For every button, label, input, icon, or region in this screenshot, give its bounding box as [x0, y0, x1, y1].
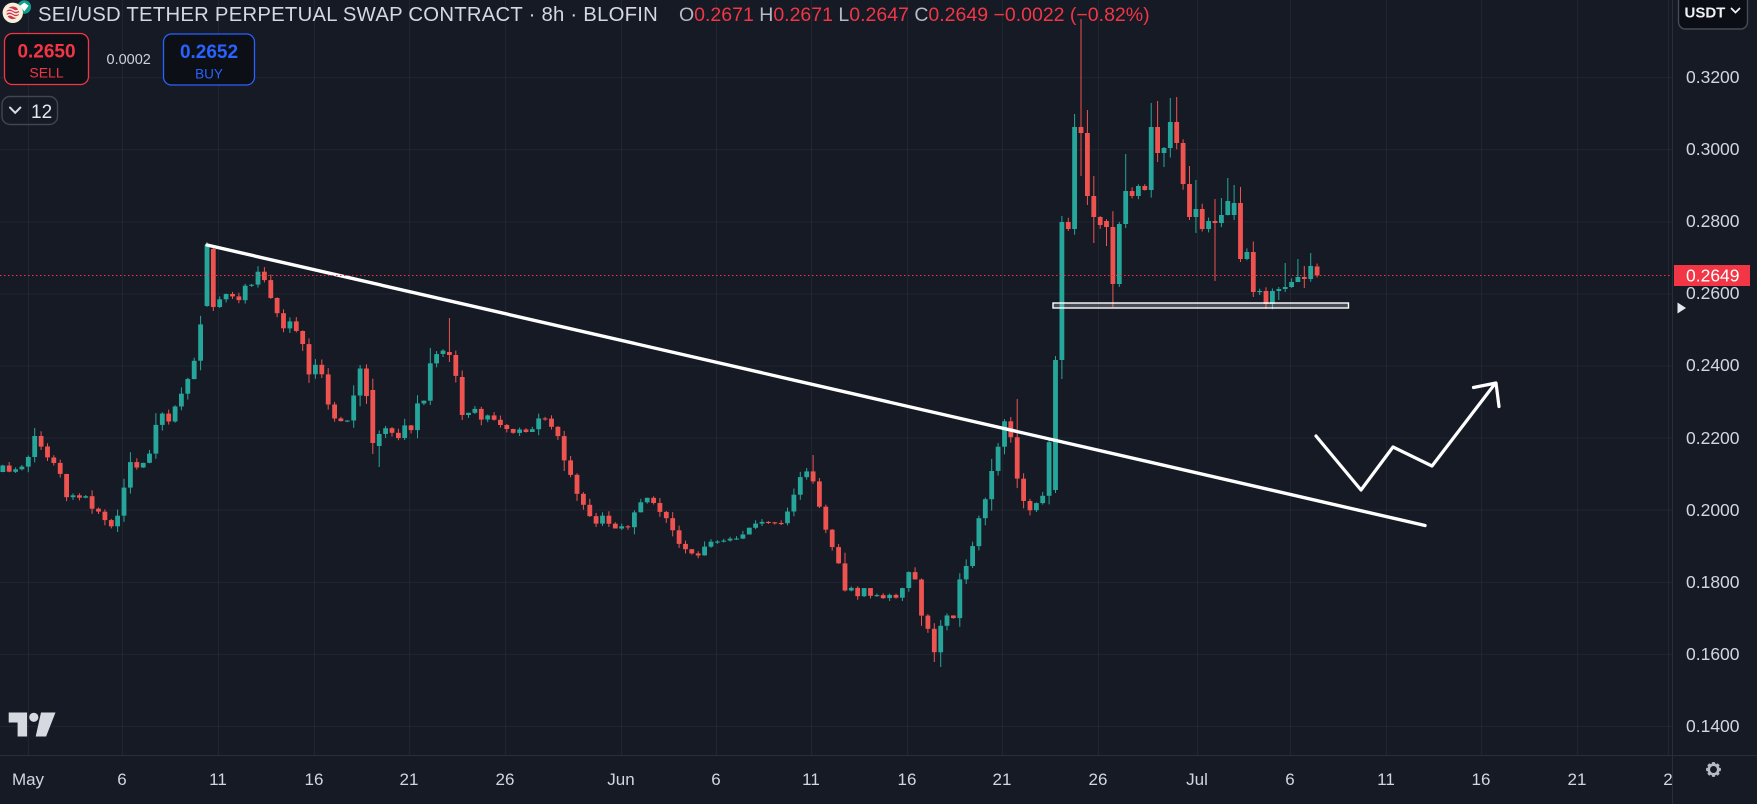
svg-text:0.3000: 0.3000 [1686, 139, 1740, 159]
svg-text:0.2800: 0.2800 [1686, 211, 1740, 231]
svg-text:6: 6 [711, 770, 720, 789]
svg-text:0.0002: 0.0002 [107, 52, 151, 68]
svg-text:12: 12 [31, 102, 52, 123]
svg-text:0.1400: 0.1400 [1686, 716, 1740, 736]
svg-text:May: May [12, 770, 45, 789]
svg-text:0.2400: 0.2400 [1686, 355, 1740, 375]
svg-text:16: 16 [898, 770, 917, 789]
svg-text:16: 16 [305, 770, 324, 789]
svg-text:SELL: SELL [29, 65, 63, 81]
svg-text:0.3200: 0.3200 [1686, 67, 1740, 87]
svg-text:6: 6 [1285, 770, 1294, 789]
svg-text:6: 6 [117, 770, 126, 789]
svg-text:USDT: USDT [1685, 5, 1726, 22]
svg-text:Jun: Jun [607, 770, 634, 789]
svg-text:O0.2671 H0.2671 L0.2647 C0.264: O0.2671 H0.2671 L0.2647 C0.2649 −0.0022 … [679, 4, 1150, 26]
svg-text:BUY: BUY [195, 67, 223, 82]
svg-text:26: 26 [496, 770, 515, 789]
svg-text:11: 11 [209, 770, 227, 789]
svg-text:0.2600: 0.2600 [1686, 283, 1740, 303]
svg-text:0.2652: 0.2652 [180, 42, 238, 63]
svg-text:26: 26 [1089, 770, 1108, 789]
svg-text:0.1800: 0.1800 [1686, 572, 1740, 592]
svg-text:0.1600: 0.1600 [1686, 644, 1740, 664]
svg-text:11: 11 [1377, 770, 1395, 789]
svg-text:0.2000: 0.2000 [1686, 500, 1740, 520]
svg-text:Jul: Jul [1186, 770, 1208, 789]
svg-text:0.2650: 0.2650 [17, 42, 75, 63]
svg-text:21: 21 [993, 770, 1012, 789]
svg-text:16: 16 [1472, 770, 1491, 789]
svg-text:21: 21 [1568, 770, 1587, 789]
svg-text:2: 2 [1663, 770, 1672, 789]
svg-text:0.2200: 0.2200 [1686, 428, 1740, 448]
svg-text:SEI/USD TETHER PERPETUAL SWAP: SEI/USD TETHER PERPETUAL SWAP CONTRACT ·… [38, 4, 658, 26]
svg-text:0.2649: 0.2649 [1686, 266, 1740, 286]
svg-text:21: 21 [400, 770, 419, 789]
svg-text:11: 11 [802, 770, 820, 789]
